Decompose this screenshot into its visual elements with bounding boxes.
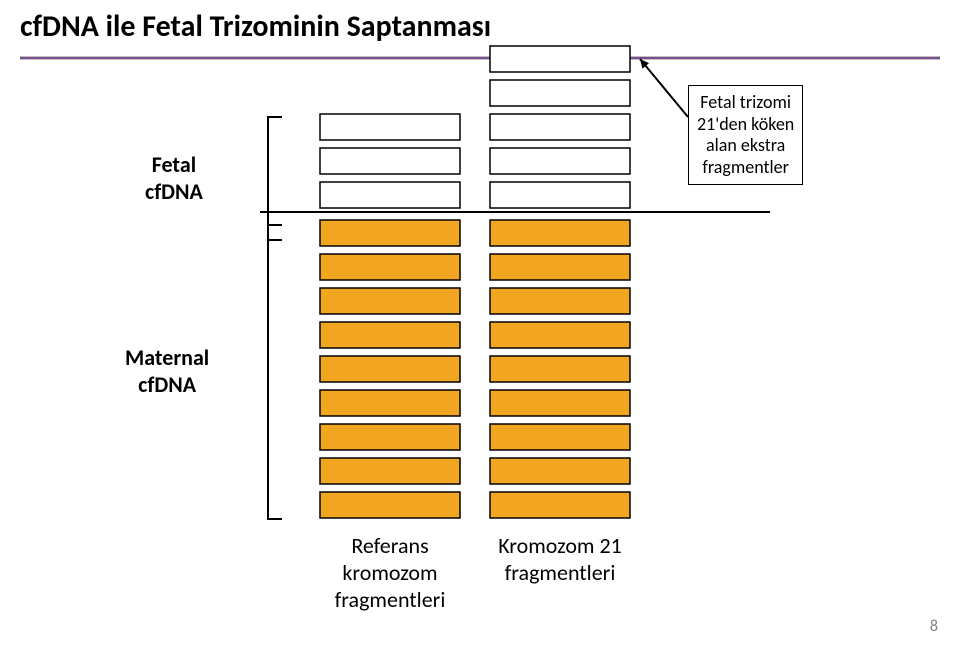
label-column-chr21: Kromozom 21 fragmentleri bbox=[485, 532, 635, 586]
label-column-reference: Referans kromozom fragmentleri bbox=[315, 532, 465, 613]
label-fetal-cfdna: Fetal cfDNA bbox=[145, 151, 203, 205]
page-title: cfDNA ile Fetal Trizominin Saptanması bbox=[20, 8, 491, 45]
page-number: 8 bbox=[930, 617, 938, 636]
diagram-stage: Fetal cfDNA Maternal cfDNA Fetal trizomi… bbox=[0, 65, 960, 635]
label-maternal-cfdna: Maternal cfDNA bbox=[125, 344, 209, 398]
label-trisomy-extra: Fetal trizomi 21'den köken alan ekstra f… bbox=[688, 85, 803, 185]
title-text: cfDNA ile Fetal Trizominin Saptanması bbox=[20, 8, 491, 45]
title-underline bbox=[20, 56, 940, 59]
